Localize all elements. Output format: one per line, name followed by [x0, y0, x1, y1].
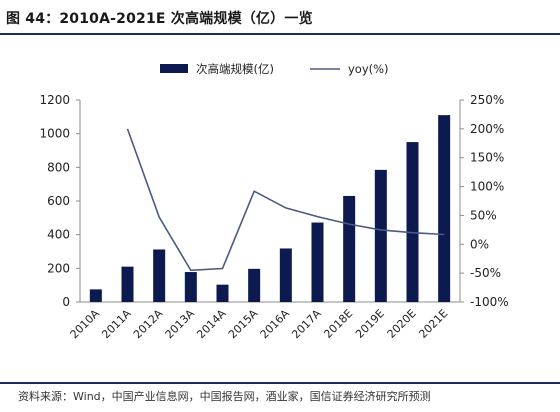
bar — [279, 248, 292, 302]
chart-canvas: 次高端规模(亿) yoy(%) 0 200 400 600 800 1000 1200 -100%… — [39, 62, 509, 342]
x-tick-label: 2012A — [131, 307, 166, 342]
bar — [438, 115, 451, 303]
right-tick-label: 250% — [470, 93, 504, 107]
bar — [374, 169, 387, 302]
source-note: 资料来源：Wind，中国产业信息网，中国报告网，酒业家，国信证券经济研究所预测 — [18, 390, 431, 403]
x-tick-label: 2015A — [226, 307, 261, 342]
left-tick-label: 400 — [47, 228, 70, 242]
bar — [311, 222, 324, 302]
bar — [153, 249, 166, 302]
bar — [89, 289, 102, 302]
bar — [406, 142, 419, 302]
x-tick-label: 2013A — [163, 307, 198, 342]
bar — [184, 272, 197, 302]
chart-title: 图 44：2010A-2021E 次高端规模（亿）一览 — [6, 11, 313, 27]
left-tick-label: 200 — [47, 261, 70, 275]
footer-divider — [0, 382, 560, 384]
bar — [343, 195, 356, 302]
x-tick-label: 2018E — [321, 307, 355, 341]
bar — [248, 268, 261, 302]
right-tick-label: -100% — [470, 295, 509, 309]
x-tick-label: 2021E — [416, 307, 450, 341]
x-tick-label: 2017A — [289, 307, 324, 342]
right-tick-label: 150% — [470, 151, 504, 165]
right-tick-label: 200% — [470, 122, 504, 136]
left-tick-label: 1200 — [39, 93, 70, 107]
left-tick-label: 800 — [47, 160, 70, 174]
x-tick-label: 2010A — [68, 307, 103, 342]
right-tick-label: 100% — [470, 180, 504, 194]
left-tick-label: 600 — [47, 194, 70, 208]
x-tick-label: 2020E — [385, 307, 419, 341]
x-tick-label: 2019E — [353, 307, 387, 341]
left-tick-label: 0 — [62, 295, 70, 309]
bar — [121, 266, 134, 302]
yoy-line — [126, 128, 445, 272]
x-tick-label: 2011A — [99, 307, 134, 342]
title-row: 图 44：2010A-2021E 次高端规模（亿）一览 — [0, 0, 560, 36]
title-divider — [0, 33, 560, 35]
legend-bar-swatch — [160, 64, 188, 73]
x-tick-label: 2016A — [258, 307, 293, 342]
legend-line-label: yoy(%) — [348, 62, 389, 76]
x-tick-label: 2014A — [194, 307, 229, 342]
right-tick-label: 50% — [470, 208, 497, 222]
left-tick-label: 1000 — [39, 127, 70, 141]
legend-bar-label: 次高端规模(亿) — [196, 62, 274, 76]
right-tick-label: -50% — [470, 266, 501, 280]
right-tick-label: 0% — [470, 237, 489, 251]
bar — [216, 284, 229, 302]
